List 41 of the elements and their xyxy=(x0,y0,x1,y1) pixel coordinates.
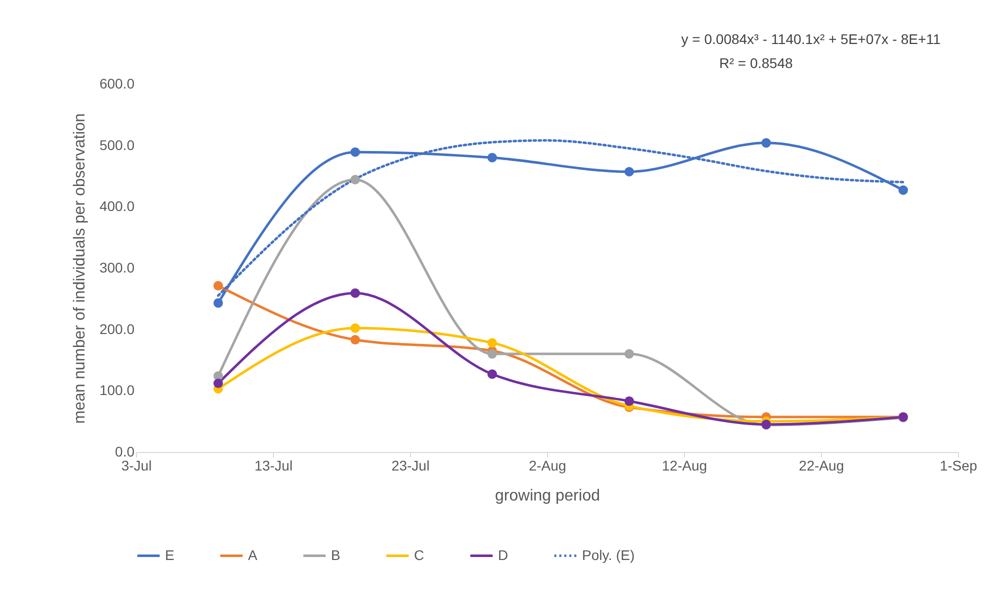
point xyxy=(350,147,360,157)
point xyxy=(350,335,360,344)
point xyxy=(624,396,634,406)
legend-label: A xyxy=(248,546,258,563)
y-axis-title: mean number of individuals per observation xyxy=(71,113,88,424)
x-tick-label: 12-Aug xyxy=(662,458,708,474)
y-tick-label: 300.0 xyxy=(99,260,135,276)
point xyxy=(487,369,497,379)
legend-label: E xyxy=(165,546,174,563)
y-tick-label: 600.0 xyxy=(99,76,135,92)
text: R² = 0.8548 xyxy=(719,55,793,71)
point xyxy=(350,288,360,298)
x-tick-label: 13-Jul xyxy=(254,458,293,474)
point xyxy=(487,349,497,359)
point xyxy=(624,166,634,176)
legend-label: B xyxy=(331,546,340,563)
y-tick-label: 0.0 xyxy=(115,444,135,460)
point xyxy=(761,138,771,148)
point xyxy=(898,185,908,195)
point xyxy=(487,338,497,348)
x-tick-label: 23-Jul xyxy=(391,458,430,474)
x-tick-label: 3-Jul xyxy=(121,458,152,474)
y-tick-label: 200.0 xyxy=(99,320,135,337)
point xyxy=(350,323,360,333)
point xyxy=(487,152,497,162)
point xyxy=(624,349,634,359)
y-tick-label: 500.0 xyxy=(99,136,135,153)
point xyxy=(350,174,360,184)
point xyxy=(213,298,223,308)
x-tick-label: 1-Sep xyxy=(940,458,978,474)
x-tick-label: 22-Aug xyxy=(798,458,844,474)
y-tick-label: 100.0 xyxy=(99,382,135,398)
text: y = 0.0084x³ - 1140.1x² + 5E+07x - 8E+11 xyxy=(681,31,941,47)
legend-label: D xyxy=(498,546,508,563)
legend-label: C xyxy=(414,546,424,563)
point xyxy=(213,281,223,291)
point xyxy=(213,378,223,388)
x-tick-label: 2-Aug xyxy=(528,458,566,474)
legend-label: Poly. (E) xyxy=(582,546,635,563)
y-tick-label: 400.0 xyxy=(99,198,135,214)
x-axis-title: growing period xyxy=(495,488,600,504)
